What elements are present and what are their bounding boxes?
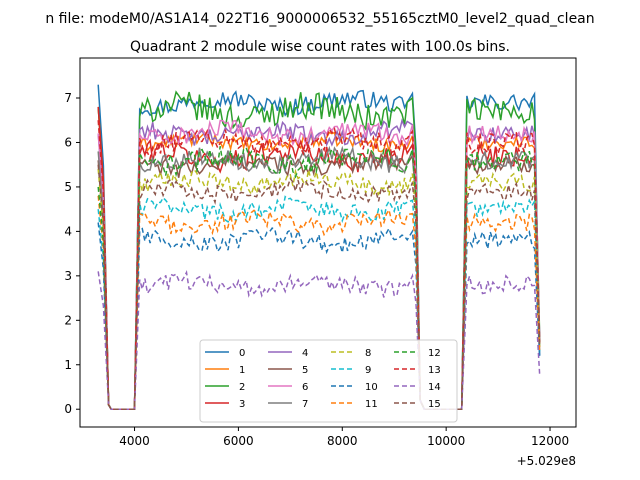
x-tick-label: 12000 [531, 434, 569, 448]
legend-label-10: 10 [365, 382, 378, 393]
series-line-11 [97, 195, 541, 410]
legend-label-14: 14 [428, 382, 441, 393]
legend-label-1: 1 [239, 365, 245, 376]
legend-frame [199, 339, 458, 423]
x-offset-label: +5.029e8 [517, 454, 576, 468]
x-tick-label: 10000 [427, 434, 465, 448]
plot-frame [79, 57, 577, 428]
y-tick-label: 0 [64, 402, 72, 416]
x-axis: 4000 6000 8000 10000 12000 [119, 427, 569, 448]
legend-label-5: 5 [302, 365, 308, 376]
series-line-2 [97, 90, 541, 410]
series-line-10 [97, 222, 541, 410]
legend-label-11: 11 [365, 399, 378, 410]
y-tick-label: 3 [64, 269, 72, 283]
plot-lines [97, 84, 541, 410]
legend-label-2: 2 [239, 382, 245, 393]
series-line-15 [97, 164, 541, 410]
x-tick-label: 4000 [119, 434, 150, 448]
legend-label-4: 4 [302, 348, 308, 359]
x-tick-label: 6000 [223, 434, 254, 448]
y-tick-label: 7 [64, 91, 72, 105]
y-tick-label: 1 [64, 358, 72, 372]
series-line-6 [97, 119, 541, 410]
chart-title: Quadrant 2 module wise count rates with … [130, 39, 510, 55]
legend-label-9: 9 [365, 365, 371, 376]
series-line-9 [97, 195, 541, 410]
y-tick-label: 2 [64, 313, 72, 327]
y-axis: 0 1 2 3 4 5 6 7 [64, 91, 80, 416]
legend-label-13: 13 [428, 365, 441, 376]
x-tick-label: 8000 [327, 434, 358, 448]
legend-label-6: 6 [302, 382, 308, 393]
y-tick-label: 6 [64, 135, 72, 149]
legend-label-3: 3 [239, 399, 245, 410]
y-tick-label: 5 [64, 180, 72, 194]
legend-label-7: 7 [302, 399, 308, 410]
legend-label-15: 15 [428, 399, 441, 410]
series-line-8 [97, 168, 541, 410]
chart-suptitle: n file: modeM0/AS1A14_022T16_9000006532_… [45, 11, 594, 27]
series-line-12 [97, 146, 541, 410]
legend-label-8: 8 [365, 348, 371, 359]
series-line-14 [97, 269, 541, 410]
series-line-13 [97, 120, 541, 410]
y-tick-label: 4 [64, 224, 72, 238]
legend-label-0: 0 [239, 348, 245, 359]
legend-label-12: 12 [428, 348, 441, 359]
